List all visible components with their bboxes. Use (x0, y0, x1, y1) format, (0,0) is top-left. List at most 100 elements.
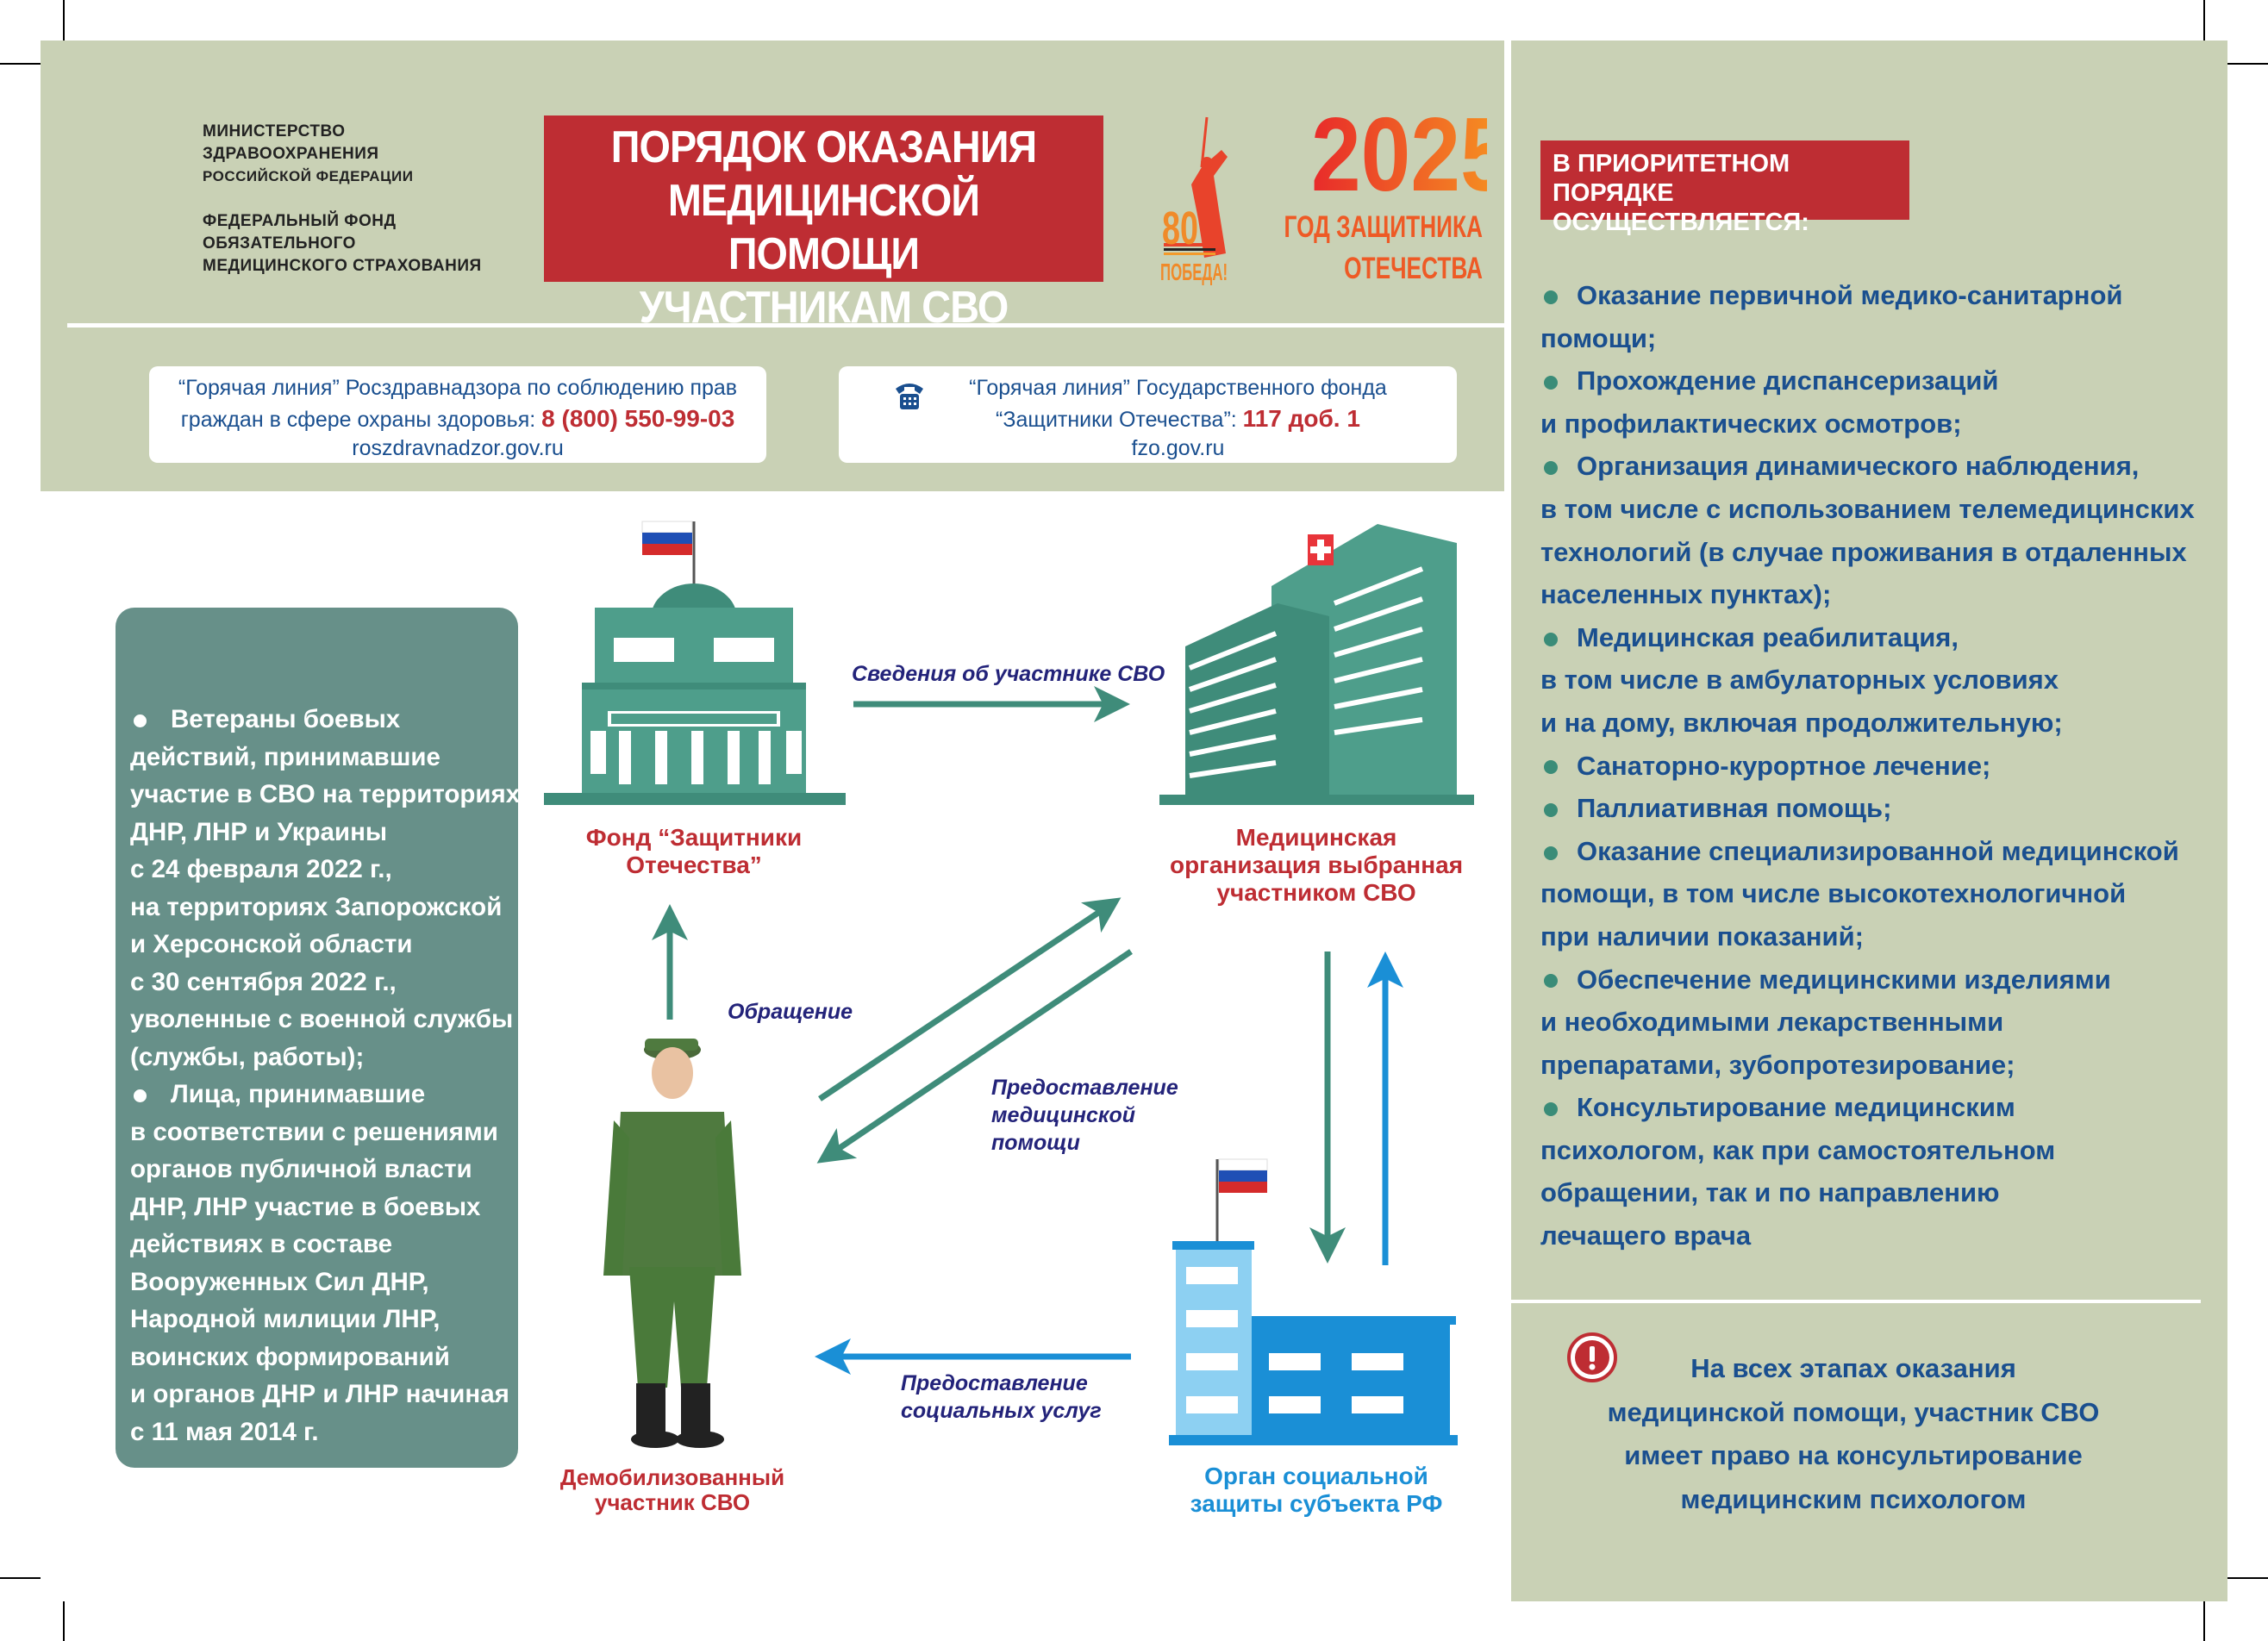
priority-item-line: Обеспечение медицинскими изделиями (1540, 958, 2196, 1001)
eligibility-line: (службы, работы); (130, 1039, 509, 1076)
header-divider (67, 323, 1504, 328)
eligibility-line: с 11 мая 2014 г. (130, 1413, 509, 1451)
crop-mark (2227, 1577, 2268, 1579)
crop-mark (0, 63, 41, 65)
eligibility-line: ДНР, ЛНР участие в боевых (130, 1189, 509, 1226)
hotline-text: “Горячая линия” Государственного фонда (969, 376, 1387, 400)
victory-80-logo: 80 ПОБЕДА! (1157, 115, 1256, 292)
priority-item-text: Обеспечение медицинскими изделиями (1577, 964, 2111, 995)
priority-item-text: лечащего врача (1540, 1220, 1752, 1251)
year-subtitle-2: ОТЕЧЕСТВА (1344, 252, 1483, 285)
eligibility-text: Вооруженных Сил ДНР, (130, 1267, 429, 1296)
eligibility-panel: Ветераны боевых действий, принимавшие учас… (116, 608, 520, 1468)
priority-item-line: Паллиативная помощь; (1540, 787, 2196, 830)
priority-item-line: обращении, так и по направлению (1540, 1171, 2196, 1214)
bullet-icon (1544, 632, 1558, 646)
priority-item-line: населенных пунктах); (1540, 573, 2196, 616)
hotline-roszdravnadzor: “Горячая линия” Росздравнадзора по соблю… (149, 366, 766, 463)
bullet-icon (1544, 845, 1558, 860)
priority-item-line: Прохождение диспансеризаций (1540, 359, 2196, 402)
hotline-phone[interactable]: 117 доб. 1 (1242, 405, 1360, 432)
arrow-medorg-to-soldier (816, 949, 1133, 1164)
priority-item-line: и профилактических осмотров; (1540, 402, 2196, 446)
fund-line: ФЕДЕРАЛЬНЫЙ ФОНД (203, 212, 397, 230)
title-line: ПОРЯДОК ОКАЗАНИЯ (610, 122, 1037, 172)
bullet-icon (1544, 376, 1558, 390)
hotline-text: граждан в сфере охраны здоровья: (180, 408, 542, 432)
priority-item-line: Организация динамического наблюдения, (1540, 445, 2196, 488)
fund-label: Фонд “Защитники Отечества” (565, 824, 823, 879)
priority-header: В ПРИОРИТЕТНОМ ПОРЯДКЕ ОСУЩЕСТВЛЯЕТСЯ: (1540, 140, 1909, 236)
eligibility-text: уволенные с военной службы (130, 1005, 514, 1033)
social-building-icon (1169, 1158, 1458, 1445)
eligibility-text: с 30 сентября 2022 г., (130, 967, 397, 996)
arrow-appeal-label: Обращение (728, 1000, 853, 1024)
note-line: имеет право на консультирование (1624, 1440, 2083, 1470)
priority-item-line: Медицинская реабилитация, (1540, 616, 2196, 659)
eligibility-text: действий, принимавшие (130, 742, 440, 771)
arrow-social-label: Предоставление социальных услуг (901, 1370, 1102, 1425)
priority-column (1511, 41, 2227, 1601)
label-line: медицинской (991, 1103, 1136, 1127)
eligibility-line: Лица, принимавшие (130, 1076, 509, 1114)
eligibility-line: и органов ДНР и ЛНР начиная (130, 1376, 509, 1413)
hotline-phone[interactable]: 8 (800) 550-99-03 (541, 405, 735, 432)
label-line: участник СВО (594, 1489, 751, 1515)
crop-mark (2203, 1601, 2205, 1641)
priority-item-text: помощи; (1540, 322, 1657, 353)
priority-item-line: в том числе в амбулаторных условиях (1540, 658, 2196, 702)
priority-item-line: препаратами, зубопротезирование; (1540, 1044, 2196, 1087)
eligibility-text: Лица, принимавшие (171, 1080, 426, 1108)
eligibility-line: действий, принимавшие (130, 739, 509, 777)
priority-item-text: и на дому, включая продолжительную; (1540, 707, 2063, 738)
crop-mark (2203, 0, 2205, 41)
priority-item-text: помощи, в том числе высокотехнологичной (1540, 878, 2127, 909)
label-line: Предоставление (901, 1371, 1088, 1395)
ministry-line: МИНИСТЕРСТВО (203, 122, 346, 140)
ministry-text: МИНИСТЕРСТВО ЗДРАВООХРАНЕНИЯ РОССИЙСКОЙ … (203, 121, 482, 278)
soldier-icon (603, 1039, 741, 1448)
priority-item-text: населенных пунктах); (1540, 579, 1832, 610)
label-line: Медицинская (1235, 824, 1397, 851)
hotline-text: “Защитники Отечества”: (996, 408, 1243, 432)
eligibility-line: уволенные с военной службы (130, 1001, 513, 1039)
label-line: организация выбранная (1169, 852, 1464, 878)
year-subtitle-1: ГОД ЗАЩИТНИКА (1284, 210, 1483, 244)
title-line: МЕДИЦИНСКОЙ ПОМОЩИ (667, 176, 980, 279)
priority-item-line: помощи; (1540, 317, 2196, 360)
priority-item-line: лечащего врача (1540, 1214, 2196, 1257)
bullet-icon (134, 1089, 147, 1102)
eligibility-line: с 30 сентября 2022 г., (130, 964, 509, 1001)
crop-mark (2227, 63, 2268, 65)
arrow-med-label: Предоставление медицинской помощи (991, 1074, 1178, 1157)
hotline-site-link[interactable]: roszdravnadzor.gov.ru (352, 436, 564, 460)
logo-80-text: ПОБЕДА! (1160, 259, 1228, 285)
priority-header-line: ОСУЩЕСТВЛЯЕТСЯ: (1553, 209, 1809, 236)
title-line: УЧАСТНИКАМ СВО (639, 283, 1009, 333)
priority-list: Оказание первичной медико-санитарной помо… (1540, 274, 2196, 1257)
hotline-site-link[interactable]: fzo.gov.ru (1131, 436, 1225, 460)
motherland-statue-icon (1164, 116, 1228, 258)
label-line: Отечества” (626, 852, 762, 878)
priority-item-text: Оказание первичной медико-санитарной (1577, 280, 2123, 310)
priority-item-text: в том числе с использованием телемедицин… (1540, 493, 2195, 524)
crop-mark (63, 0, 65, 41)
priority-item-text: Организация динамического наблюдения, (1577, 451, 2140, 482)
eligibility-line: Вооруженных Сил ДНР, (130, 1264, 509, 1301)
logo-80-number: 80 (1162, 203, 1199, 254)
eligibility-line: с 24 февраля 2022 г., (130, 851, 509, 889)
fund-building-icon (544, 521, 846, 805)
bullet-icon (1544, 290, 1558, 304)
priority-item-text: Консультирование медицинским (1577, 1092, 2015, 1123)
priority-item-text: и необходимыми лекарственными (1540, 1007, 2004, 1038)
crop-mark (63, 1601, 65, 1641)
hospital-building-icon (1159, 524, 1474, 805)
bullet-icon (1544, 760, 1558, 775)
eligibility-text: на территориях Запорожской (130, 892, 503, 921)
ministry-line: РОССИЙСКОЙ ФЕДЕРАЦИИ (203, 168, 414, 184)
fund-line: ОБЯЗАТЕЛЬНОГО (203, 234, 356, 253)
eligibility-text: ДНР, ЛНР и Украины (130, 817, 388, 846)
eligibility-text: и органов ДНР и ЛНР начиная (130, 1380, 509, 1408)
eligibility-text: в соответствии с решениями (130, 1117, 498, 1146)
